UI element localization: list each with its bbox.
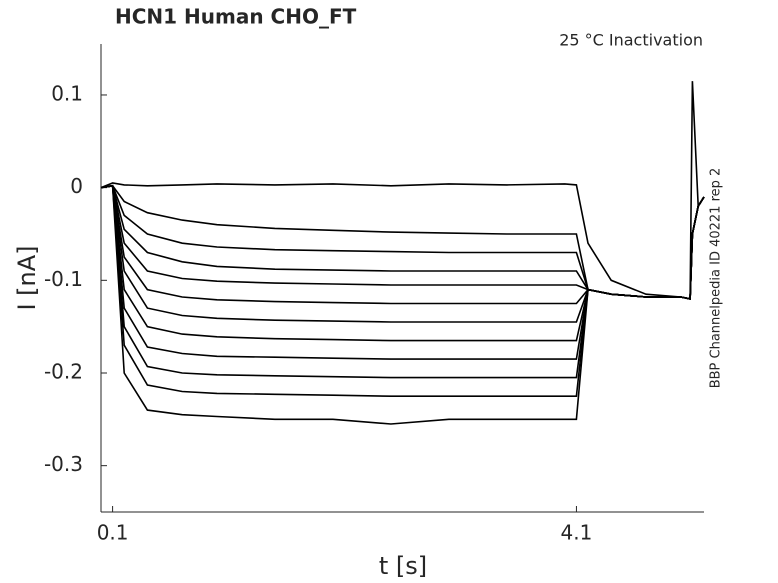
trace [100,184,705,425]
y-tick-label: -0.1 [44,267,83,291]
trace [100,184,705,323]
x-tick-label: 0.1 [97,521,129,545]
trace [100,184,705,360]
y-axis-label: I [nA] [13,245,41,310]
y-tick-label: -0.2 [44,359,83,383]
x-axis-label: t [s] [379,552,427,580]
x-tick-label: 4.1 [561,521,593,545]
y-tick-label: -0.3 [44,452,83,476]
chart-title: HCN1 Human CHO_FT [115,5,357,29]
y-tick-label: 0.1 [51,81,83,105]
trace [100,81,705,300]
trace [100,184,705,397]
annotation: 25 °C Inactivation [559,31,703,50]
y-tick-label: 0 [70,174,83,198]
side-label: BBP Channelpedia ID 40221 rep 2 [709,168,724,389]
